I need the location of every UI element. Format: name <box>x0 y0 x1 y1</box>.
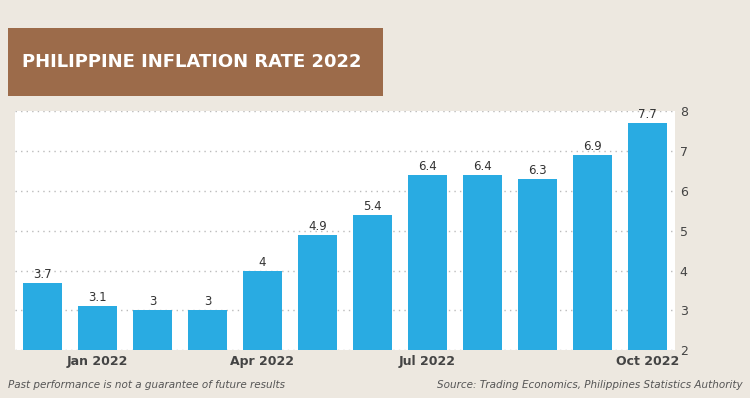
Bar <box>188 310 226 398</box>
Text: 5.4: 5.4 <box>363 200 382 213</box>
Text: Past performance is not a guarantee of future results: Past performance is not a guarantee of f… <box>8 380 284 390</box>
Text: 3: 3 <box>148 295 156 308</box>
Bar <box>518 179 556 398</box>
Text: 6.9: 6.9 <box>584 140 602 153</box>
Bar <box>78 306 117 398</box>
Bar <box>243 271 282 398</box>
Bar <box>134 310 172 398</box>
Text: 6.4: 6.4 <box>419 160 436 173</box>
Text: 6.3: 6.3 <box>528 164 547 177</box>
Bar <box>23 283 62 398</box>
Text: 4: 4 <box>259 256 266 269</box>
Text: 3: 3 <box>204 295 212 308</box>
Text: 4.9: 4.9 <box>308 220 327 233</box>
Bar <box>628 123 667 398</box>
Text: 3.1: 3.1 <box>88 291 106 304</box>
Bar <box>353 215 392 398</box>
Text: 7.7: 7.7 <box>638 108 657 121</box>
Text: Source: Trading Economics, Philippines Statistics Authority: Source: Trading Economics, Philippines S… <box>436 380 742 390</box>
Text: 3.7: 3.7 <box>33 267 52 281</box>
Bar <box>298 235 337 398</box>
Bar <box>408 175 447 398</box>
Bar <box>573 155 612 398</box>
Text: 6.4: 6.4 <box>473 160 492 173</box>
Text: PHILIPPINE INFLATION RATE 2022: PHILIPPINE INFLATION RATE 2022 <box>22 53 362 71</box>
Bar <box>464 175 502 398</box>
